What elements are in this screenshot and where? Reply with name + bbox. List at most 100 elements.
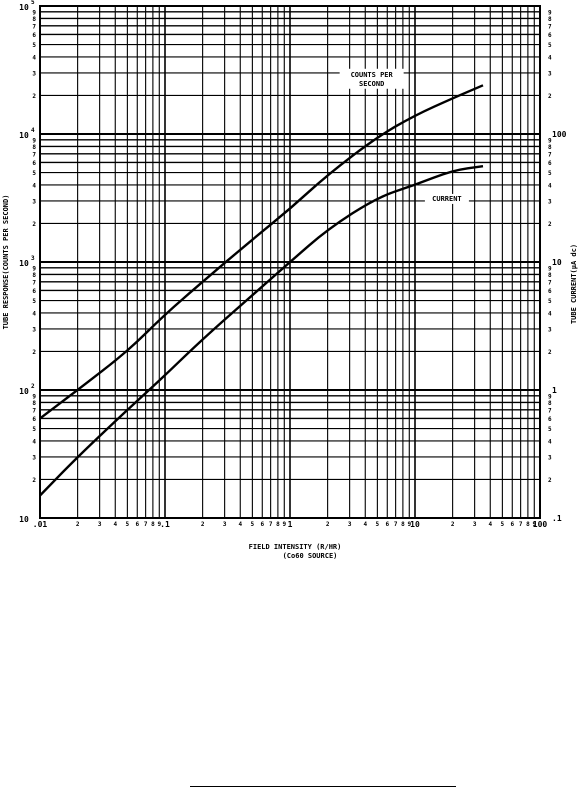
x-tick-minor-label: 5 bbox=[501, 521, 505, 528]
y-right-minor-label: 5 bbox=[548, 42, 552, 49]
counts-per-second-label: COUNTS PER bbox=[351, 71, 394, 79]
x-tick-minor-label: 9 bbox=[407, 521, 411, 528]
y-left-major-label: 10 bbox=[19, 387, 29, 396]
x-tick-minor-label: 8 bbox=[526, 521, 530, 528]
y-left-minor-label: 6 bbox=[32, 288, 36, 295]
y-left-minor-label: 4 bbox=[32, 438, 36, 445]
y-right-minor-label: 3 bbox=[548, 454, 552, 461]
x-tick-minor-label: 5 bbox=[251, 521, 255, 528]
y-right-minor-label: 8 bbox=[548, 16, 552, 23]
y-left-minor-label: 9 bbox=[32, 9, 36, 16]
y-left-minor-label: 4 bbox=[32, 54, 36, 61]
y-left-major-exponent: 5 bbox=[31, 0, 35, 6]
y-left-minor-label: 6 bbox=[32, 32, 36, 39]
current-label: CURRENT bbox=[432, 195, 462, 203]
y-right-minor-label: 9 bbox=[548, 393, 552, 400]
x-tick-minor-label: 6 bbox=[385, 521, 389, 528]
x-tick-major-label: .01 bbox=[33, 520, 48, 529]
y-left-minor-label: 5 bbox=[32, 42, 36, 49]
y-right-major-label: 100 bbox=[552, 130, 567, 139]
y-left-minor-label: 6 bbox=[32, 416, 36, 423]
x-tick-minor-label: 6 bbox=[135, 521, 139, 528]
x-tick-minor-label: 7 bbox=[519, 521, 523, 528]
y-left-minor-label: 4 bbox=[32, 310, 36, 317]
y-left-minor-label: 7 bbox=[32, 279, 36, 286]
y-left-major-label: 10 bbox=[19, 3, 29, 12]
y-right-minor-label: 6 bbox=[548, 32, 552, 39]
y-left-major-label: 10 bbox=[19, 259, 29, 268]
x-tick-minor-label: 7 bbox=[269, 521, 273, 528]
y-left-major-label: 10 bbox=[19, 131, 29, 140]
x-tick-minor-label: 5 bbox=[126, 521, 130, 528]
y-left-minor-label: 5 bbox=[32, 298, 36, 305]
y-axis-label-left: TUBE RESPONSE(COUNTS PER SECOND) bbox=[2, 195, 10, 330]
y-right-major-label: 10 bbox=[552, 258, 562, 267]
y-left-minor-label: 3 bbox=[32, 70, 36, 77]
y-left-minor-label: 9 bbox=[32, 265, 36, 272]
y-left-minor-label: 7 bbox=[32, 407, 36, 414]
y-axis-label-right: TUBE CURRENT(µA dc) bbox=[570, 244, 578, 324]
y-right-minor-label: 6 bbox=[548, 416, 552, 423]
x-tick-minor-label: 2 bbox=[76, 521, 80, 528]
y-left-minor-label: 3 bbox=[32, 454, 36, 461]
y-left-major-exponent: 3 bbox=[31, 255, 35, 262]
plot-frame bbox=[39, 5, 541, 519]
x-axis-ticks: 2 3 4 5 6 7 8 9 2 3 4 5 6 7 8 9 2 3 4 5 6 7 8 9 2 3 4 5 6 7 8 9.01.1 1 10… bbox=[33, 520, 548, 529]
y-right-minor-label: 5 bbox=[548, 298, 552, 305]
x-tick-minor-label: 3 bbox=[98, 521, 102, 528]
y-right-minor-label: 2 bbox=[548, 349, 552, 356]
y-left-minor-label: 5 bbox=[32, 170, 36, 177]
x-tick-minor-label: 8 bbox=[151, 521, 155, 528]
y-left-minor-label: 9 bbox=[32, 393, 36, 400]
y-left-minor-label: 7 bbox=[32, 151, 36, 158]
y-left-minor-label: 8 bbox=[32, 272, 36, 279]
y-left-minor-label: 7 bbox=[32, 23, 36, 30]
x-tick-minor-label: 2 bbox=[201, 521, 205, 528]
y-left-major-exponent: 4 bbox=[31, 127, 35, 134]
data-curves bbox=[39, 84, 484, 497]
x-tick-minor-label: 9 bbox=[157, 521, 161, 528]
y-right-minor-label: 7 bbox=[548, 279, 552, 286]
y-right-minor-label: 6 bbox=[548, 160, 552, 167]
y-right-minor-label: 7 bbox=[548, 407, 552, 414]
x-tick-minor-label: 4 bbox=[113, 521, 117, 528]
y-right-minor-label: 2 bbox=[548, 93, 552, 100]
x-tick-minor-label: 8 bbox=[401, 521, 405, 528]
current-label-background bbox=[424, 193, 469, 204]
y-left-major-exponent: 2 bbox=[31, 383, 35, 390]
y-right-minor-label: 4 bbox=[548, 310, 552, 317]
counts-label-background bbox=[339, 68, 404, 89]
y-left-minor-label: 8 bbox=[32, 144, 36, 151]
x-tick-major-label: 100 bbox=[533, 520, 548, 529]
y-left-minor-label: 6 bbox=[32, 160, 36, 167]
x-tick-minor-label: 9 bbox=[532, 521, 536, 528]
x-tick-minor-label: 3 bbox=[473, 521, 477, 528]
y-left-minor-label: 2 bbox=[32, 477, 36, 484]
y-right-minor-label: 2 bbox=[548, 477, 552, 484]
x-tick-major-label: .1 bbox=[160, 520, 170, 529]
x-tick-minor-label: 7 bbox=[144, 521, 148, 528]
y-left-minor-label: 2 bbox=[32, 93, 36, 100]
y-left-minor-label: 4 bbox=[32, 182, 36, 189]
x-tick-minor-label: 4 bbox=[488, 521, 492, 528]
y-left-minor-label: 8 bbox=[32, 16, 36, 23]
y-right-major-label: .1 bbox=[552, 514, 562, 523]
left-axis-ticks: 2345678923456789234567892345678910102103… bbox=[19, 0, 36, 524]
x-tick-minor-label: 3 bbox=[223, 521, 227, 528]
y-right-minor-label: 7 bbox=[548, 23, 552, 30]
y-right-minor-label: 4 bbox=[548, 54, 552, 61]
x-tick-minor-label: 4 bbox=[238, 521, 242, 528]
curve-counts-per-second bbox=[39, 84, 484, 420]
y-left-minor-label: 3 bbox=[32, 198, 36, 205]
y-right-minor-label: 5 bbox=[548, 170, 552, 177]
curve-current bbox=[39, 165, 484, 497]
x-tick-major-label: 1 bbox=[288, 520, 293, 529]
y-left-minor-label: 9 bbox=[32, 137, 36, 144]
x-axis-sublabel: (Co60 SOURCE) bbox=[283, 552, 338, 560]
y-right-minor-label: 8 bbox=[548, 144, 552, 151]
x-tick-minor-label: 2 bbox=[451, 521, 455, 528]
x-tick-minor-label: 8 bbox=[276, 521, 280, 528]
